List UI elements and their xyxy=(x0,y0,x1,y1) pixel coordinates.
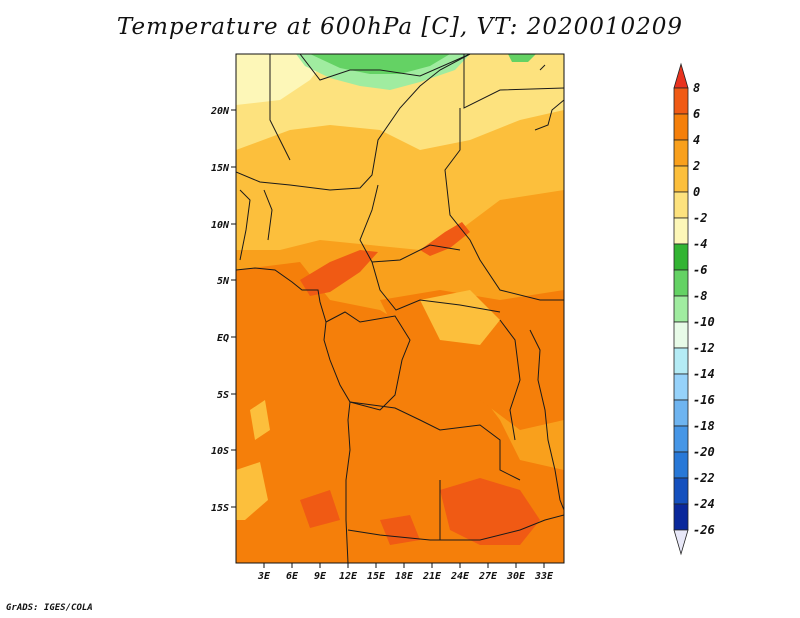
field-cool-patch-1 xyxy=(420,290,500,345)
field-cool-patch-3 xyxy=(236,462,268,520)
lat-label: 5N xyxy=(217,276,230,287)
lon-label: 9E xyxy=(314,571,327,582)
colorbar-segment xyxy=(673,113,689,141)
colorbar-label: 2 xyxy=(692,159,700,173)
colorbar-label: -24 xyxy=(693,497,715,511)
colorbar-segment xyxy=(673,425,689,453)
colorbar-segment xyxy=(673,399,689,427)
lon-label: 15E xyxy=(367,571,386,582)
colorbar-segment xyxy=(673,347,689,375)
country-borders xyxy=(236,54,564,563)
temperature-field xyxy=(236,54,564,563)
colorbar-label: -2 xyxy=(693,211,707,225)
field-hot-streak-2 xyxy=(420,222,470,256)
colorbar-label: -12 xyxy=(693,341,715,355)
colorbar-segment xyxy=(673,139,689,167)
field-coolest-nw xyxy=(236,54,330,105)
colorbar-segment xyxy=(673,321,689,349)
colorbar-segment xyxy=(673,477,689,505)
lat-label: 15S xyxy=(211,503,229,514)
colorbar-label: -18 xyxy=(693,419,715,433)
colorbar-label: 4 xyxy=(693,133,700,147)
lon-label: 30E xyxy=(506,571,526,582)
map-title: Temperature at 600hPa [C], VT: 202001020… xyxy=(116,14,684,40)
field-warm-central xyxy=(380,290,564,430)
latitude-axis: 20N 15N 10N 5N EQ 5S 10S 15S xyxy=(210,106,236,514)
colorbar-segment xyxy=(673,217,689,245)
map-frame xyxy=(235,53,565,564)
lat-label: 10N xyxy=(211,220,230,231)
lon-label: 3E xyxy=(257,571,271,582)
colorbar-segment xyxy=(673,269,689,297)
colorbar-segment xyxy=(673,191,689,219)
colorbar-label: -16 xyxy=(693,393,715,407)
colorbar-bottom-arrow xyxy=(673,529,689,556)
field-hot-sw xyxy=(300,490,340,528)
colorbar-segment xyxy=(673,165,689,193)
colorbar-segment xyxy=(673,373,689,401)
colorbar-label: -26 xyxy=(693,523,715,537)
lat-label: EQ xyxy=(217,333,229,344)
lon-label: 12E xyxy=(339,571,358,582)
colorbar-label: 8 xyxy=(693,81,700,95)
colorbar-segment xyxy=(673,451,689,479)
colorbar-segment xyxy=(673,87,689,115)
field-hot-streak-1 xyxy=(300,250,378,296)
field-cold-ne xyxy=(508,54,536,62)
colorbar-label: -10 xyxy=(693,315,715,329)
colorbar-top-arrow xyxy=(673,62,689,89)
field-cold-core xyxy=(310,54,450,74)
colorbar-segment xyxy=(673,243,689,271)
lon-label: 6E xyxy=(286,571,299,582)
colorbar-label: -22 xyxy=(693,471,715,485)
field-cool-patch-2 xyxy=(250,400,270,440)
lat-label: 10S xyxy=(211,446,229,457)
lat-label: 20N xyxy=(210,106,230,117)
lon-label: 27E xyxy=(478,571,498,582)
field-hot-south xyxy=(440,478,540,545)
colorbar-label: -8 xyxy=(693,289,707,303)
longitude-axis: 3E 6E 9E 12E 15E 18E 21E 24E 27E 30E 33E xyxy=(257,563,554,582)
colorbar-segment xyxy=(673,295,689,323)
colorbar-segment xyxy=(673,503,689,531)
lat-label: 5S xyxy=(217,390,229,401)
colorbar-label: 6 xyxy=(693,107,700,121)
colorbar-label: -4 xyxy=(693,237,707,251)
colorbar-label: -20 xyxy=(693,445,715,459)
lat-label: 15N xyxy=(211,163,230,174)
colorbar-label: -6 xyxy=(693,263,707,277)
colorbar: 8 6 4 2 0 -2 -4 -6 -8 -10 -12 -14 -16 -18 -20 -22 -24 -26 xyxy=(673,62,715,556)
lon-label: 33E xyxy=(534,571,554,582)
colorbar-label: -14 xyxy=(693,367,715,381)
lon-label: 21E xyxy=(422,571,442,582)
credit-text: GrADS: IGES/COLA xyxy=(6,603,93,613)
lon-label: 24E xyxy=(450,571,470,582)
colorbar-label: 0 xyxy=(693,185,700,199)
lon-label: 18E xyxy=(395,571,414,582)
